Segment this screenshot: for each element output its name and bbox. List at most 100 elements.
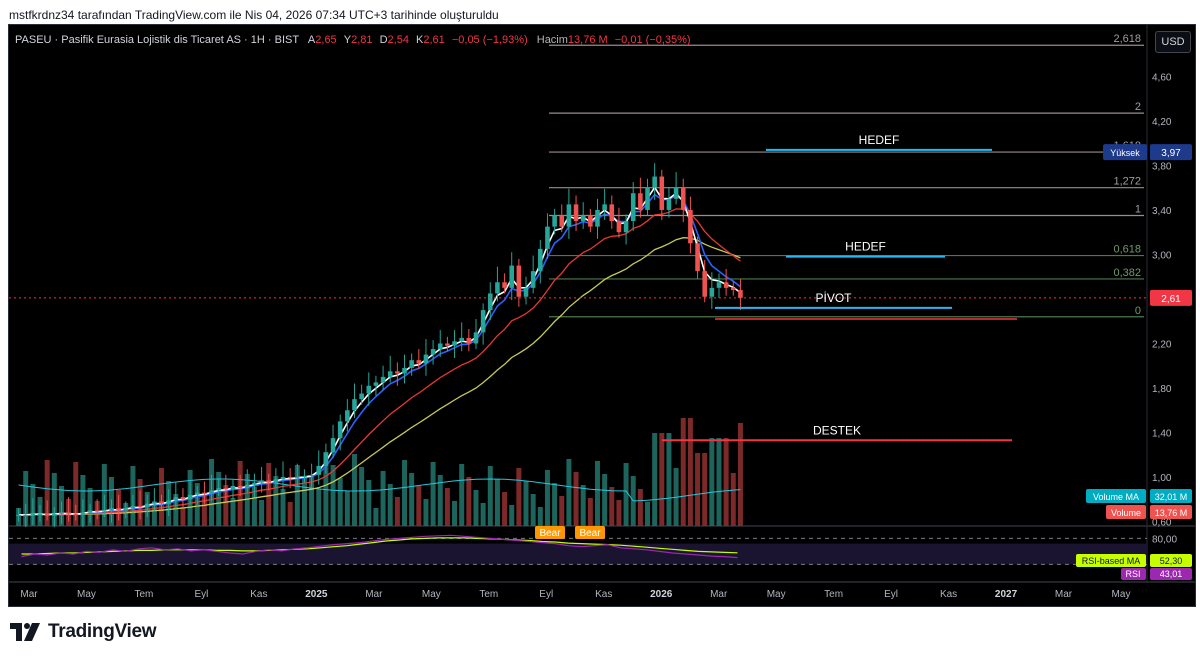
legend-change: −0,05 (−1,93%) — [451, 34, 528, 46]
volume-bar — [730, 473, 736, 526]
candle-body — [580, 215, 586, 222]
candle-body — [237, 485, 243, 489]
volume-ma-line — [18, 478, 741, 502]
candle-body — [116, 508, 121, 511]
candle-body — [109, 508, 114, 511]
volume-bar — [637, 489, 643, 526]
volume-bar — [580, 485, 586, 526]
volume-bar — [516, 468, 522, 526]
candle-body — [423, 354, 429, 364]
volume-bar — [544, 470, 550, 526]
candle-body — [102, 510, 107, 512]
volume-bar — [280, 489, 286, 526]
volume-bar — [373, 508, 379, 526]
volume-ma-value: 32,01 M — [1155, 492, 1188, 502]
candle-body — [545, 226, 550, 249]
annotation-label: HEDEF — [859, 133, 900, 147]
chart-frame[interactable]: 4,604,203,803,403,002,602,201,801,401,00… — [8, 24, 1196, 607]
volume-bar — [502, 492, 508, 526]
candle-body — [459, 337, 464, 342]
volume-value-box — [1150, 505, 1192, 519]
candle-body — [159, 501, 164, 504]
legend-volume: 13,76 M — [567, 34, 608, 46]
y-tick-label: 4,20 — [1152, 117, 1172, 128]
chart-svg[interactable]: 4,604,203,803,403,002,602,201,801,401,00… — [9, 25, 1195, 606]
legend-close: 2,61 — [423, 34, 445, 46]
fib-level-label: 2 — [1135, 101, 1141, 113]
volume-bar — [530, 494, 536, 526]
volume-bar — [559, 496, 565, 526]
rsi-ma-value-box — [1150, 554, 1192, 567]
volume-bar — [380, 471, 386, 526]
x-tick-label: May — [422, 589, 441, 600]
volume-bar — [466, 477, 472, 526]
candle-body — [73, 513, 79, 515]
candle-body — [559, 215, 565, 227]
legend-high: 2,81 — [351, 34, 373, 46]
volume-bar — [351, 454, 357, 526]
candle-body — [194, 492, 200, 495]
candle-body — [259, 480, 264, 483]
volume-bar — [287, 502, 293, 526]
candle-body — [209, 490, 214, 494]
x-tick-label: 2025 — [305, 589, 328, 600]
candle-body — [609, 204, 615, 222]
candle-body — [244, 484, 250, 489]
candle-body — [595, 209, 600, 227]
volume-bar — [394, 497, 400, 526]
volume-bar — [387, 484, 393, 526]
volume-bar — [509, 505, 515, 526]
candle-body — [316, 465, 322, 475]
y-tick-label: 1,80 — [1152, 384, 1172, 395]
volume-bar — [73, 462, 79, 526]
volume-label-box — [1106, 505, 1146, 519]
volume-bar — [473, 490, 479, 526]
volume-bar — [716, 438, 722, 526]
x-tick-label: Eyl — [194, 589, 208, 600]
candle-body — [380, 376, 386, 383]
candle-body — [16, 514, 21, 517]
candle-body — [37, 513, 43, 515]
volume-bar — [709, 438, 715, 526]
candle-body — [730, 287, 736, 291]
candle-body — [23, 514, 29, 517]
candle-body — [523, 287, 529, 297]
candle-body — [202, 492, 207, 494]
candle-body — [723, 282, 729, 288]
volume-bar — [594, 461, 600, 526]
volume-bar — [702, 453, 708, 526]
candle-body — [495, 282, 500, 294]
candle-body — [280, 477, 286, 480]
volume-bar — [344, 491, 350, 526]
rsi-bear-label-box — [535, 526, 565, 539]
volume-ma-label: Volume MA — [1093, 492, 1139, 502]
tradingview-logo-icon — [10, 623, 40, 641]
candle-body — [566, 204, 572, 227]
candle-body — [230, 485, 236, 490]
volume-bar — [230, 498, 236, 526]
candle-body — [452, 341, 457, 346]
fib-level-label: 1 — [1135, 204, 1141, 216]
candle-body — [680, 187, 686, 210]
annotation-label: DESTEK — [813, 423, 861, 437]
volume-bar — [480, 503, 486, 526]
candle-body — [373, 382, 379, 386]
volume-bar — [430, 462, 436, 526]
candle-body — [552, 215, 557, 227]
volume-bar — [552, 483, 558, 526]
candle-body — [309, 474, 314, 477]
volume-bar — [51, 473, 57, 526]
high-marker-label-box — [1103, 144, 1147, 161]
x-tick-label: Tem — [134, 589, 153, 600]
candle-body — [616, 221, 622, 233]
annotation-label: PİVOT — [815, 291, 852, 305]
candle-body — [30, 513, 36, 515]
volume-bar — [180, 507, 186, 526]
currency-button[interactable]: USD — [1155, 31, 1191, 53]
candle-body — [630, 193, 636, 222]
volume-ma-value-box — [1150, 489, 1192, 503]
tradingview-logo[interactable]: TradingView — [10, 621, 157, 643]
candle-body — [638, 193, 643, 210]
candle-body — [673, 187, 679, 199]
candle-body — [52, 513, 57, 515]
